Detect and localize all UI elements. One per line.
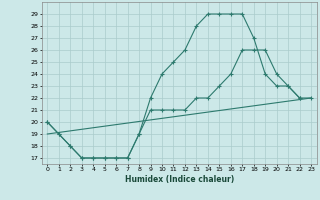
X-axis label: Humidex (Indice chaleur): Humidex (Indice chaleur) — [124, 175, 234, 184]
